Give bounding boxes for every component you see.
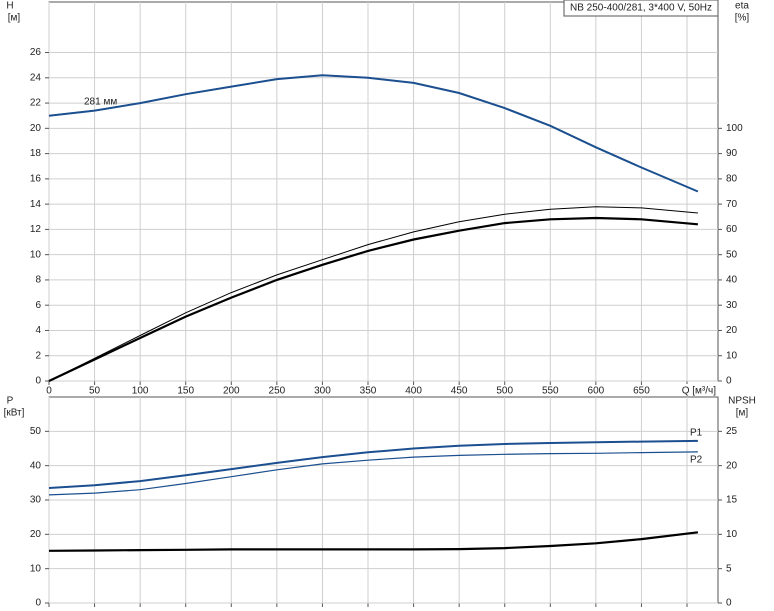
y2-tick-label: 100 bbox=[726, 123, 743, 134]
y2-tick-label: 25 bbox=[726, 426, 738, 437]
plot-frame bbox=[48, 1, 719, 382]
x-tick-label: 650 bbox=[633, 386, 650, 397]
y-tick-label: 22 bbox=[30, 98, 42, 109]
y2-axis-label: eta bbox=[735, 1, 749, 12]
x-tick-label: 350 bbox=[360, 386, 377, 397]
x-tick-label: 550 bbox=[542, 386, 559, 397]
chart-title: NB 250-400/281, 3*400 V, 50Hz bbox=[570, 3, 712, 14]
x-tick-label: 200 bbox=[223, 386, 240, 397]
y2-tick-label: 5 bbox=[726, 563, 732, 574]
y2-tick-label: 70 bbox=[726, 199, 738, 210]
y2-tick-label: 40 bbox=[726, 275, 738, 286]
y-tick-label: 18 bbox=[30, 148, 42, 159]
y-tick-label: 0 bbox=[35, 376, 41, 387]
y2-tick-label: 10 bbox=[726, 350, 738, 361]
y-axis-unit: [м] bbox=[8, 13, 21, 24]
y2-axis-unit: [%] bbox=[735, 13, 750, 24]
y-tick-label: 20 bbox=[30, 123, 42, 134]
x-tick-label: 150 bbox=[177, 386, 194, 397]
y-tick-label: 24 bbox=[30, 72, 42, 83]
curve-label: P2 bbox=[690, 455, 703, 466]
y-tick-label: 0 bbox=[35, 598, 41, 609]
x-tick-label: 100 bbox=[132, 386, 149, 397]
y2-tick-label: 15 bbox=[726, 495, 738, 506]
title-box bbox=[563, 0, 719, 17]
y2-tick-label: 30 bbox=[726, 300, 738, 311]
y2-tick-label: 80 bbox=[726, 174, 738, 185]
y2-tick-label: 20 bbox=[726, 460, 738, 471]
y-tick-label: 12 bbox=[30, 224, 42, 235]
y-tick-label: 20 bbox=[30, 529, 42, 540]
y2-tick-label: 60 bbox=[726, 224, 738, 235]
x-tick-label: 300 bbox=[314, 386, 331, 397]
curve bbox=[48, 74, 699, 193]
y-tick-label: 8 bbox=[35, 275, 41, 286]
curve bbox=[48, 531, 699, 552]
curve-annotation: 281 мм bbox=[84, 96, 117, 107]
y2-tick-label: 10 bbox=[726, 529, 738, 540]
x-tick-label: 50 bbox=[89, 386, 101, 397]
x-tick-label: 250 bbox=[269, 386, 286, 397]
y2-tick-label: 0 bbox=[726, 376, 732, 387]
y-tick-label: 16 bbox=[30, 174, 42, 185]
curve bbox=[48, 206, 698, 382]
y2-axis-unit: [м] bbox=[736, 408, 749, 419]
curve-label: P1 bbox=[690, 428, 703, 439]
y-tick-label: 30 bbox=[30, 495, 42, 506]
y-tick-label: 6 bbox=[35, 300, 41, 311]
y-axis-label: P bbox=[7, 396, 14, 407]
curve bbox=[48, 451, 698, 496]
x-tick-label: 450 bbox=[451, 386, 468, 397]
y-tick-label: 50 bbox=[30, 426, 42, 437]
y-tick-label: 10 bbox=[30, 563, 42, 574]
x-tick-label: 600 bbox=[588, 386, 605, 397]
y-tick-label: 10 bbox=[30, 249, 42, 260]
x-axis-label: Q [м³/ч] bbox=[682, 386, 717, 397]
curve bbox=[48, 439, 698, 489]
y-tick-label: 14 bbox=[30, 199, 42, 210]
x-tick-label: 0 bbox=[46, 386, 52, 397]
y2-tick-label: 0 bbox=[726, 598, 732, 609]
y2-axis-label: NPSH bbox=[728, 396, 756, 407]
x-tick-label: 400 bbox=[405, 386, 422, 397]
x-label-bg bbox=[676, 384, 716, 397]
y-axis-label: H bbox=[6, 1, 13, 12]
y-tick-label: 2 bbox=[35, 350, 41, 361]
y-axis-unit: [кВт] bbox=[4, 408, 25, 419]
x-tick-label: 500 bbox=[496, 386, 513, 397]
y2-tick-label: 20 bbox=[726, 325, 738, 336]
y2-tick-label: 90 bbox=[726, 148, 738, 159]
y-tick-label: 40 bbox=[30, 460, 42, 471]
curve bbox=[48, 216, 698, 382]
y-tick-label: 26 bbox=[30, 47, 42, 58]
y2-tick-label: 50 bbox=[726, 249, 738, 260]
y-tick-label: 4 bbox=[35, 325, 41, 336]
